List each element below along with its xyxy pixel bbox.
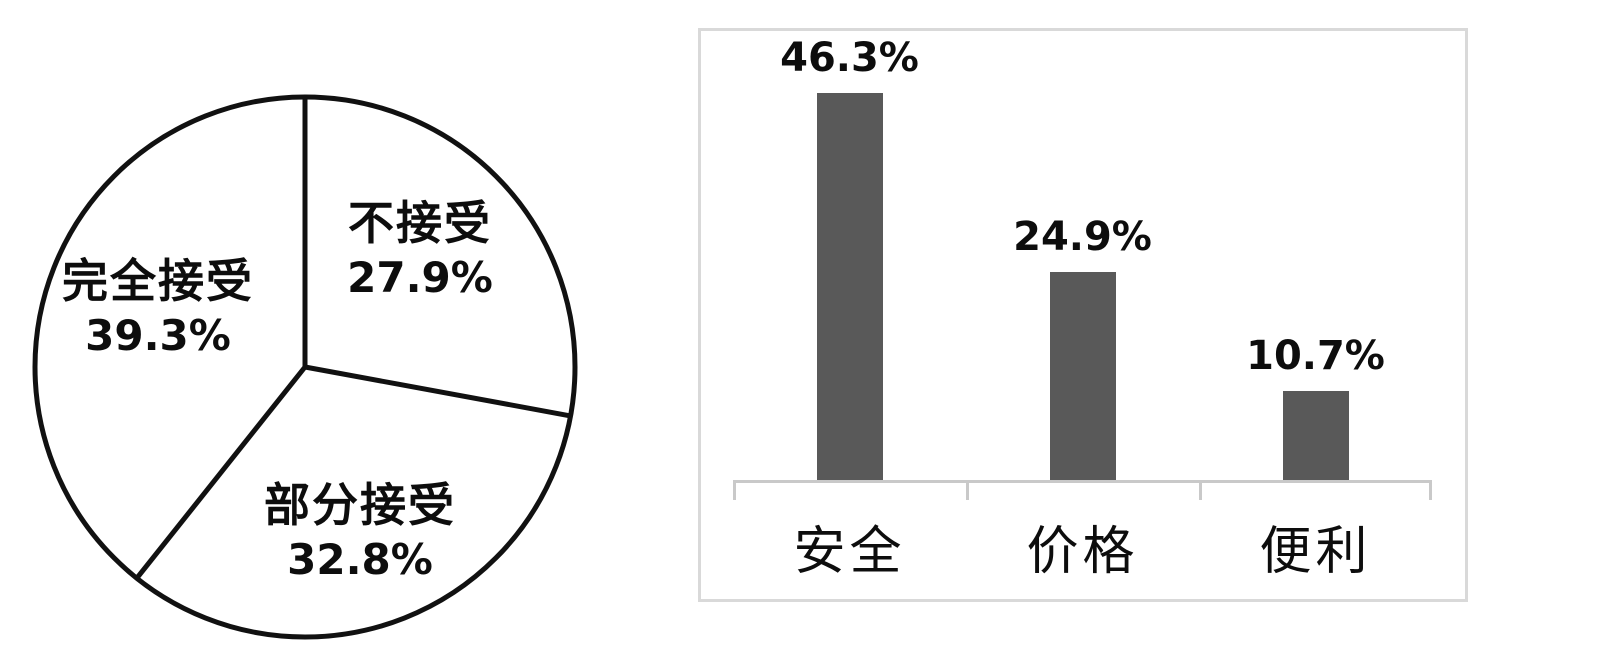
pie-slice-name: 完全接受 [62,254,254,308]
pie-chart: 不接受 27.9% 部分接受 32.8% 完全接受 39.3% [0,0,660,672]
category-label-price: 价格 [1026,522,1139,582]
bar-rect [1282,391,1349,480]
pie-chart-graphic [32,94,578,640]
bar-value-label: 24.9% [1013,214,1152,260]
axis-tick [1199,480,1202,500]
pie-slice-label-no-accept: 不接受 27.9% [347,196,493,302]
pie-slice-boundaries [134,97,571,580]
axis-tick [966,480,969,500]
bar-group-price: 24.9% [966,31,1199,480]
pie-slice-label-partial-accept: 部分接受 32.8% [264,478,456,584]
bar-value-label: 46.3% [780,35,919,81]
axis-tick [733,480,736,500]
x-axis-category-labels: 安全 价格 便利 [733,509,1432,584]
category-label-safety: 安全 [793,522,906,582]
bar-value-label: 10.7% [1246,333,1385,379]
pie-slice-name: 部分接受 [264,478,456,532]
bar-group-convenience: 10.7% [1199,31,1432,480]
pie-slice-label-full-accept: 完全接受 39.3% [62,254,254,360]
bar-rect [816,93,883,480]
bar-plot-area: 46.3% 24.9% 10.7% [733,31,1432,480]
category-label-convenience: 便利 [1259,522,1372,582]
bar-chart-panel: 46.3% 24.9% 10.7% 安全 价格 便利 [698,28,1468,602]
pie-slice-percent: 32.8% [287,534,433,584]
x-axis-line [733,480,1432,500]
axis-tick [1429,480,1432,500]
pie-slice-percent: 39.3% [85,310,231,360]
pie-slice-name: 不接受 [348,196,492,250]
bar-rect [1049,272,1116,480]
bar-group-safety: 46.3% [733,31,966,480]
pie-slice-percent: 27.9% [347,252,493,302]
